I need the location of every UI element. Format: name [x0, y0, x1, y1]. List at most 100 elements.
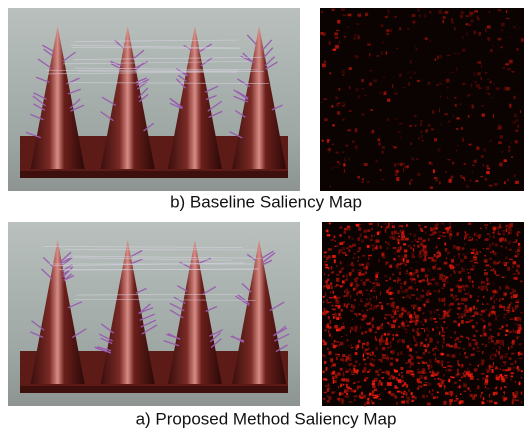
saliency-speck — [333, 345, 336, 348]
saliency-speck — [434, 254, 436, 257]
saliency-speck — [484, 269, 486, 270]
saliency-speck — [500, 340, 504, 343]
saliency-speck — [390, 341, 392, 344]
saliency-speck — [400, 367, 403, 370]
saliency-speck — [359, 365, 360, 366]
saliency-speck — [364, 363, 367, 366]
saliency-speck — [321, 102, 323, 103]
saliency-speck — [349, 67, 352, 70]
saliency-speck — [489, 311, 493, 315]
saliency-speck — [472, 265, 475, 268]
saliency-speck — [352, 264, 354, 266]
saliency-speck — [488, 322, 489, 326]
saliency-speck — [411, 142, 412, 145]
saliency-speck — [486, 264, 490, 266]
saliency-speck — [387, 242, 390, 245]
saliency-speck — [504, 87, 507, 91]
saliency-speck — [370, 281, 372, 282]
saliency-speck — [447, 55, 451, 56]
saliency-speck — [350, 388, 352, 389]
saliency-speck — [510, 303, 514, 304]
saliency-speck — [499, 127, 502, 130]
saliency-speck — [458, 271, 461, 274]
saliency-speck — [513, 331, 514, 332]
saliency-speck — [459, 379, 461, 381]
saliency-speck — [462, 83, 466, 85]
saliency-speck — [367, 43, 371, 45]
saliency-speck — [323, 371, 326, 372]
saliency-speck — [505, 225, 508, 228]
saliency-speck — [449, 233, 452, 236]
saliency-speck — [504, 160, 506, 162]
saliency-speck — [414, 271, 415, 274]
saliency-speck — [487, 37, 490, 41]
saliency-speck — [515, 302, 519, 303]
saliency-speck — [362, 283, 366, 285]
saliency-speck — [480, 228, 482, 230]
saliency-speck — [406, 270, 408, 273]
saliency-speck — [495, 314, 496, 316]
saliency-speck — [490, 49, 493, 52]
saliency-speck — [481, 155, 484, 158]
saliency-speck — [487, 289, 488, 292]
saliency-speck — [485, 344, 487, 347]
saliency-speck — [505, 353, 508, 355]
saliency-speck — [495, 316, 497, 320]
saliency-speck — [459, 353, 461, 356]
saliency-speck — [461, 137, 463, 138]
saliency-speck — [390, 29, 391, 32]
saliency-speck — [324, 361, 326, 364]
saliency-speck — [398, 326, 400, 328]
saliency-speck — [346, 356, 349, 360]
saliency-speck — [323, 301, 324, 303]
saliency-speck — [483, 164, 484, 166]
saliency-speck — [347, 228, 350, 230]
saliency-speck — [379, 394, 380, 395]
saliency-speck — [486, 165, 489, 168]
saliency-speck — [344, 36, 346, 38]
saliency-speck — [434, 378, 436, 380]
saliency-speck — [517, 231, 521, 233]
saliency-speck — [338, 251, 340, 253]
saliency-speck — [476, 300, 477, 302]
saliency-speck — [340, 368, 343, 371]
saliency-speck — [379, 342, 382, 345]
saliency-speck — [425, 129, 427, 132]
saliency-speck — [433, 290, 436, 292]
saliency-speck — [380, 328, 383, 329]
saliency-speck — [354, 313, 357, 315]
saliency-speck — [349, 157, 350, 160]
saliency-speck — [517, 233, 518, 236]
saliency-speck — [365, 331, 368, 333]
saliency-speck — [407, 71, 411, 72]
saliency-speck — [435, 58, 436, 61]
saliency-speck — [406, 384, 408, 387]
saliency-speck — [410, 179, 412, 180]
saliency-speck — [379, 326, 381, 330]
saliency-speck — [381, 335, 383, 339]
saliency-speck — [334, 296, 337, 298]
saliency-speck — [324, 261, 327, 262]
saliency-speck — [457, 323, 459, 326]
saliency-speck — [401, 401, 405, 404]
saliency-speck — [339, 285, 343, 287]
saliency-speck — [394, 370, 398, 372]
saliency-speck — [342, 69, 345, 73]
saliency-speck — [455, 321, 457, 323]
saliency-speck — [444, 228, 447, 229]
saliency-speck — [474, 10, 478, 12]
saliency-speck — [418, 362, 420, 364]
saliency-speck — [511, 342, 514, 344]
saliency-speck — [433, 318, 436, 320]
saliency-speck — [415, 239, 417, 242]
saliency-speck — [333, 316, 335, 319]
saliency-speck — [456, 128, 458, 130]
saliency-speck — [347, 304, 349, 305]
saliency-speck — [450, 392, 454, 395]
saliency-speck — [349, 86, 350, 89]
saliency-speck — [378, 259, 380, 263]
saliency-speck — [416, 297, 417, 300]
saliency-speck — [415, 269, 418, 273]
saliency-speck — [409, 348, 412, 351]
saliency-speck — [499, 346, 501, 350]
